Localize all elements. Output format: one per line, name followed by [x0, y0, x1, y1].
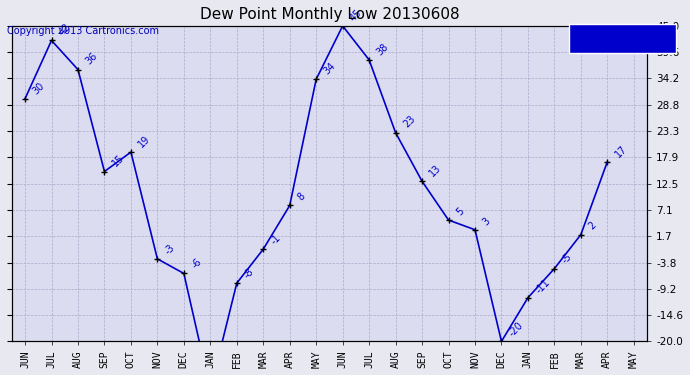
Text: 13: 13 — [428, 163, 444, 178]
Text: 15: 15 — [110, 153, 126, 169]
Text: -8: -8 — [242, 267, 256, 280]
Text: -30: -30 — [0, 374, 1, 375]
Text: -20: -20 — [507, 320, 525, 339]
Text: -6: -6 — [189, 257, 204, 271]
Text: 2: 2 — [586, 220, 598, 232]
Text: 42: 42 — [57, 22, 73, 38]
Text: -11: -11 — [533, 277, 552, 295]
Text: Dew Point (°F): Dew Point (°F) — [573, 34, 658, 44]
Text: 38: 38 — [375, 41, 391, 57]
Text: -1: -1 — [269, 232, 283, 246]
Text: -5: -5 — [560, 252, 574, 266]
Text: -3: -3 — [163, 242, 177, 256]
Text: Copyright 2013 Cartronics.com: Copyright 2013 Cartronics.com — [7, 26, 159, 36]
Text: 8: 8 — [295, 191, 306, 203]
Text: 5: 5 — [454, 206, 466, 217]
Text: 17: 17 — [613, 143, 629, 159]
Text: 30: 30 — [30, 80, 46, 96]
Title: Dew Point Monthly Low 20130608: Dew Point Monthly Low 20130608 — [199, 7, 460, 22]
Text: 36: 36 — [83, 51, 99, 67]
Text: 3: 3 — [480, 216, 492, 227]
Text: 23: 23 — [401, 114, 417, 130]
Text: 34: 34 — [322, 61, 337, 76]
Text: 45: 45 — [348, 7, 364, 23]
Text: 19: 19 — [137, 134, 152, 149]
